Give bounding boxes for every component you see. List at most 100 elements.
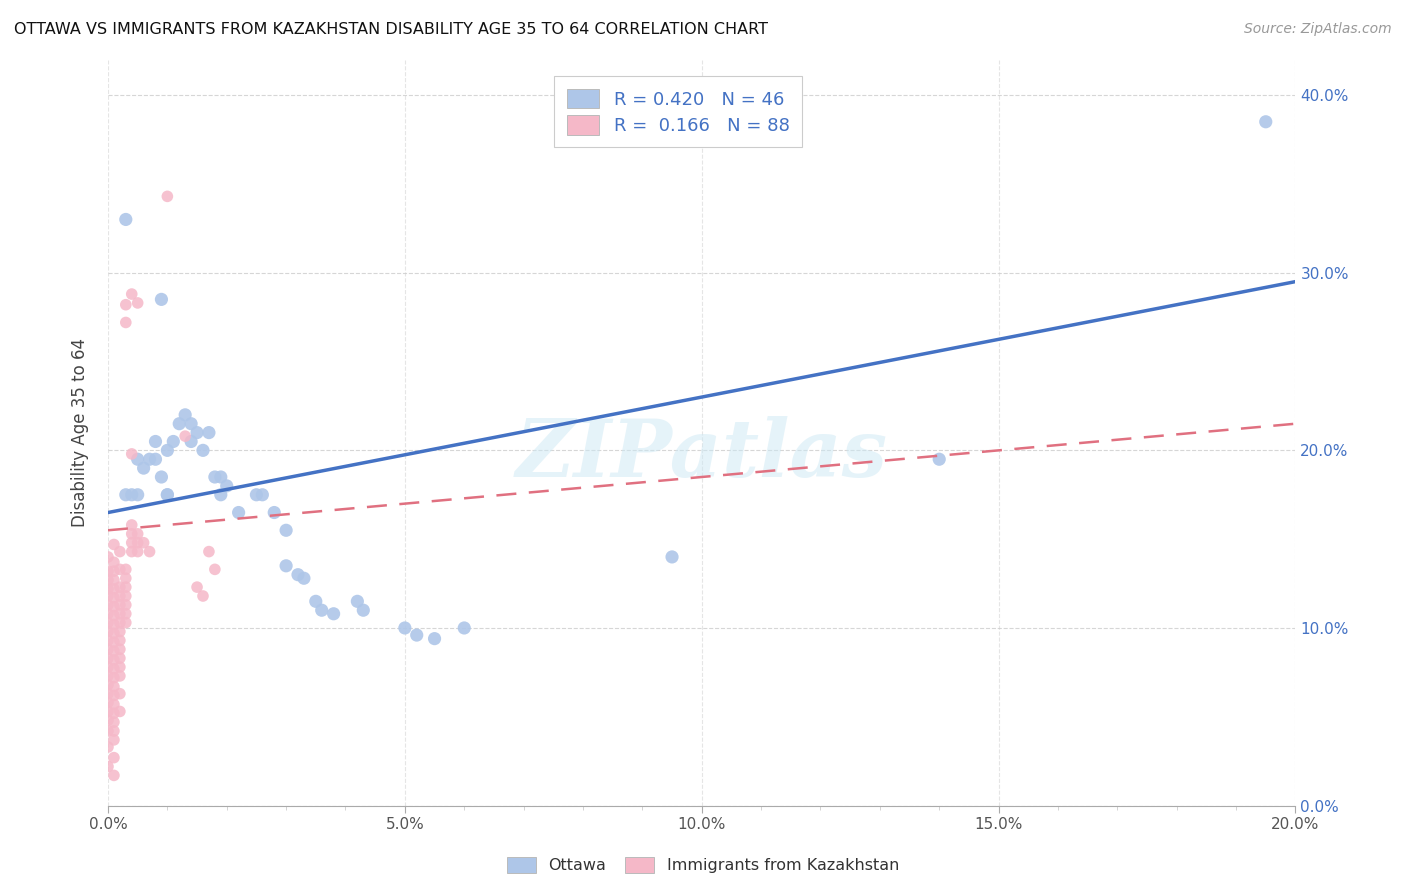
Point: [108, 607, 131, 621]
Point: [145, 434, 167, 449]
Point: [103, 750, 125, 764]
Point: [156, 488, 179, 502]
Point: [405, 628, 427, 642]
Point: [198, 425, 221, 440]
Point: [97, 714, 120, 728]
Point: [103, 635, 125, 649]
Point: [156, 189, 179, 203]
Point: [204, 470, 226, 484]
Point: [274, 523, 297, 537]
Point: [97, 660, 120, 674]
Point: [114, 580, 136, 594]
Point: [167, 417, 190, 431]
Point: [127, 526, 149, 541]
Point: [97, 724, 120, 739]
Point: [103, 732, 125, 747]
Legend: Ottawa, Immigrants from Kazakhstan: Ottawa, Immigrants from Kazakhstan: [501, 850, 905, 880]
Point: [156, 488, 179, 502]
Text: Source: ZipAtlas.com: Source: ZipAtlas.com: [1244, 22, 1392, 37]
Point: [121, 544, 143, 558]
Point: [108, 562, 131, 576]
Point: [103, 653, 125, 667]
Point: [127, 488, 149, 502]
Point: [121, 526, 143, 541]
Point: [103, 671, 125, 685]
Point: [156, 443, 179, 458]
Point: [138, 452, 160, 467]
Point: [97, 696, 120, 710]
Point: [97, 678, 120, 692]
Point: [97, 582, 120, 596]
Point: [108, 589, 131, 603]
Point: [108, 669, 131, 683]
Point: [132, 535, 155, 549]
Point: [97, 739, 120, 754]
Point: [97, 642, 120, 657]
Point: [97, 624, 120, 639]
Point: [114, 571, 136, 585]
Point: [114, 298, 136, 312]
Point: [322, 607, 344, 621]
Point: [174, 408, 197, 422]
Point: [209, 470, 232, 484]
Point: [103, 662, 125, 676]
Point: [97, 759, 120, 773]
Point: [108, 660, 131, 674]
Point: [97, 598, 120, 612]
Point: [97, 573, 120, 587]
Point: [108, 633, 131, 648]
Point: [114, 488, 136, 502]
Point: [97, 615, 120, 630]
Point: [150, 470, 173, 484]
Point: [114, 589, 136, 603]
Point: [103, 591, 125, 605]
Point: [453, 621, 475, 635]
Point: [263, 506, 285, 520]
Point: [114, 615, 136, 630]
Point: [150, 293, 173, 307]
Point: [191, 589, 214, 603]
Point: [103, 537, 125, 551]
Point: [97, 687, 120, 701]
Point: [114, 562, 136, 576]
Point: [97, 633, 120, 648]
Point: [103, 724, 125, 739]
Point: [346, 594, 368, 608]
Point: [186, 580, 208, 594]
Point: [209, 488, 232, 502]
Point: [121, 535, 143, 549]
Point: [274, 558, 297, 573]
Point: [138, 544, 160, 558]
Point: [204, 562, 226, 576]
Point: [423, 632, 446, 646]
Point: [180, 417, 202, 431]
Point: [103, 698, 125, 712]
Point: [103, 608, 125, 623]
Point: [97, 564, 120, 578]
Point: [121, 447, 143, 461]
Point: [114, 598, 136, 612]
Point: [121, 518, 143, 533]
Point: [103, 573, 125, 587]
Point: [97, 549, 120, 564]
Point: [97, 589, 120, 603]
Point: [162, 434, 184, 449]
Point: [108, 651, 131, 665]
Point: [287, 567, 309, 582]
Point: [180, 434, 202, 449]
Point: [103, 582, 125, 596]
Point: [97, 651, 120, 665]
Point: [132, 461, 155, 475]
Legend: R = 0.420   N = 46, R =  0.166   N = 88: R = 0.420 N = 46, R = 0.166 N = 88: [554, 76, 801, 147]
Point: [127, 452, 149, 467]
Text: ZIPatlas: ZIPatlas: [516, 417, 887, 494]
Point: [292, 571, 315, 585]
Point: [114, 316, 136, 330]
Point: [108, 642, 131, 657]
Point: [311, 603, 333, 617]
Point: [114, 607, 136, 621]
Point: [103, 706, 125, 721]
Point: [103, 617, 125, 632]
Point: [174, 429, 197, 443]
Point: [108, 580, 131, 594]
